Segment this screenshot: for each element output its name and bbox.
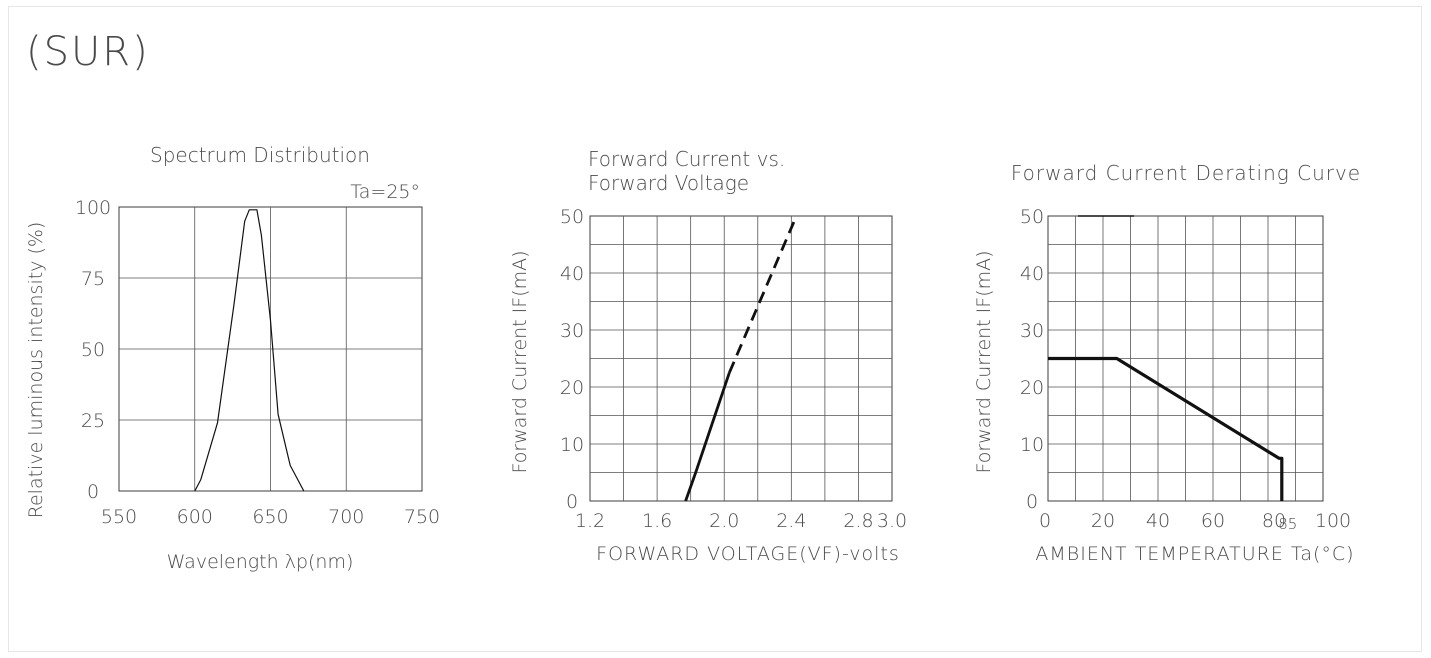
spectrum-x-axis-label: Wavelength λp(nm) xyxy=(167,551,354,573)
derating-x-axis-label: AMBIENT TEMPERATURE Ta(°C) xyxy=(1035,543,1354,565)
spectrum-x-tick-label: 550 xyxy=(101,506,137,528)
spectrum-y-tick-label: 25 xyxy=(81,410,105,432)
derating-x-tick-label: 100 xyxy=(1315,510,1351,532)
iv-x-tick-label: 2.4 xyxy=(776,510,806,532)
spectrum-y-axis-label: Relative luminous intensity (%) xyxy=(25,222,47,519)
spectrum-y-tick-label: 0 xyxy=(87,481,99,503)
spectrum-y-tick-label: 100 xyxy=(75,197,111,219)
derating-x-tick-label: 40 xyxy=(1146,510,1170,532)
iv-y-tick-label: 40 xyxy=(560,263,584,285)
derating-x-tick-label: 85 xyxy=(1278,515,1297,533)
iv-title-line1: Forward Current vs. xyxy=(588,147,785,171)
spectrum-chart: Spectrum Distribution Ta=25° Wavelength … xyxy=(25,143,440,573)
iv-series-line-1 xyxy=(728,215,798,374)
derating-x-tick-label: 20 xyxy=(1091,510,1115,532)
iv-title-line2: Forward Voltage xyxy=(588,171,749,195)
spectrum-x-tick-label: 700 xyxy=(328,506,364,528)
iv-x-tick-label: 2.0 xyxy=(709,510,739,532)
iv-y-tick-label: 0 xyxy=(566,491,578,513)
iv-x-tick-label: 3.0 xyxy=(877,510,907,532)
spectrum-annotation: Ta=25° xyxy=(350,181,420,203)
derating-title: Forward Current Derating Curve xyxy=(1011,161,1361,185)
figure-frame xyxy=(8,6,1422,652)
iv-y-tick-label: 10 xyxy=(560,434,584,456)
derating-y-tick-label: 10 xyxy=(1020,434,1044,456)
spectrum-series-line-0 xyxy=(194,209,305,492)
part-code: (SUR) xyxy=(26,29,150,75)
iv-y-tick-label: 30 xyxy=(560,320,584,342)
iv-x-axis-label: FORWARD VOLTAGE(VF)-volts xyxy=(596,543,900,565)
spectrum-x-tick-label: 650 xyxy=(252,506,288,528)
iv-series-line-0 xyxy=(684,372,731,502)
spectrum-x-tick-label: 750 xyxy=(404,506,440,528)
derating-x-tick-label: 0 xyxy=(1039,510,1051,532)
derating-x-tick-label: 80 xyxy=(1262,510,1286,532)
derating-y-tick-label: 40 xyxy=(1020,263,1044,285)
spectrum-y-tick-label: 75 xyxy=(81,268,105,290)
iv-y-tick-label: 20 xyxy=(560,377,584,399)
derating-y-tick-label: 20 xyxy=(1020,377,1044,399)
derating-y-axis-label: Forward Current IF(mA) xyxy=(973,250,995,473)
iv-x-tick-label: 2.8 xyxy=(843,510,873,532)
derating-x-tick-label: 60 xyxy=(1201,510,1225,532)
spectrum-title: Spectrum Distribution xyxy=(150,143,370,167)
iv-chart: Forward Current vs. Forward Voltage FORW… xyxy=(509,147,907,565)
derating-y-tick-label: 0 xyxy=(1026,491,1038,513)
iv-x-tick-label: 1.6 xyxy=(642,510,672,532)
iv-y-tick-label: 50 xyxy=(560,206,584,228)
derating-chart: Forward Current Derating Curve AMBIENT T… xyxy=(973,161,1361,565)
iv-title: Forward Current vs. Forward Voltage xyxy=(588,147,792,195)
derating-series-line-0 xyxy=(1048,356,1284,501)
derating-y-tick-label: 30 xyxy=(1020,320,1044,342)
spectrum-y-tick-label: 50 xyxy=(81,339,105,361)
spectrum-x-tick-label: 600 xyxy=(177,506,213,528)
iv-x-tick-label: 1.2 xyxy=(575,510,605,532)
derating-y-tick-label: 50 xyxy=(1020,206,1044,228)
iv-y-axis-label: Forward Current IF(mA) xyxy=(509,250,531,473)
